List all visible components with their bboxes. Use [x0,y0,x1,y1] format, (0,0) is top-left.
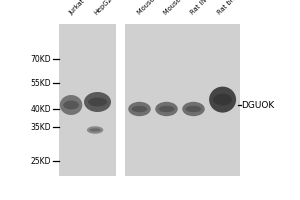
FancyBboxPatch shape [58,24,116,176]
Text: Rat brain: Rat brain [216,0,242,16]
Text: 40KD: 40KD [30,105,51,114]
Ellipse shape [87,126,103,134]
Ellipse shape [84,92,111,112]
Ellipse shape [132,106,147,112]
Ellipse shape [63,100,79,110]
Ellipse shape [60,95,82,115]
Text: DGUOK: DGUOK [242,100,275,110]
Ellipse shape [128,102,151,116]
Text: Jurkat: Jurkat [68,0,85,16]
Text: 55KD: 55KD [30,78,51,88]
FancyBboxPatch shape [116,24,124,176]
Ellipse shape [159,106,174,112]
Ellipse shape [213,94,232,105]
Text: 70KD: 70KD [30,54,51,64]
Ellipse shape [155,102,178,116]
FancyBboxPatch shape [124,24,240,176]
Ellipse shape [88,98,107,106]
Text: Mouse kidney: Mouse kidney [163,0,199,16]
Text: 35KD: 35KD [30,122,51,132]
Ellipse shape [209,87,236,113]
Ellipse shape [186,106,201,112]
Ellipse shape [89,128,101,132]
Ellipse shape [182,102,205,116]
Text: HepG2: HepG2 [93,0,113,16]
Text: Mouse heart: Mouse heart [136,0,170,16]
Text: 25KD: 25KD [31,156,51,166]
Text: Rat liver: Rat liver [189,0,213,16]
